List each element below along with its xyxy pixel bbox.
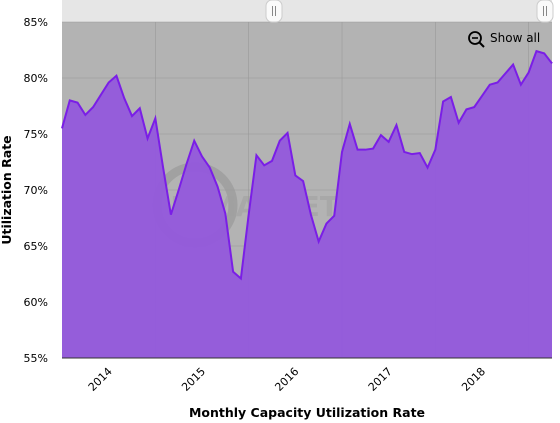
x-tick-label: 2017 (366, 365, 395, 394)
x-tick-label: 2016 (272, 365, 301, 394)
line (61, 49, 553, 281)
y-tick-label: 75% (24, 128, 48, 141)
y-tick-label: 60% (24, 296, 48, 309)
area (62, 51, 552, 359)
x-tick-label: 2014 (86, 365, 115, 394)
x-tick-label: 2015 (179, 365, 208, 394)
x-axis-title: Monthly Capacity Utilization Rate (189, 405, 425, 420)
show-all-button[interactable]: Show all (468, 31, 540, 48)
y-tick-label: 70% (24, 184, 48, 197)
y-tick-label: 55% (24, 352, 48, 365)
y-axis-title: Utilization Rate (0, 135, 14, 244)
nav-handle (536, 0, 554, 23)
navigator (62, 0, 552, 22)
y-tick-label: 65% (24, 240, 48, 253)
x-tick-label: 2018 (459, 365, 488, 394)
zoom-icon-handle (478, 41, 485, 48)
y-tick-label: 85% (24, 16, 48, 29)
nav-handle (265, 0, 283, 23)
zoom-icon (468, 31, 482, 45)
show-all-label[interactable]: Show all (490, 31, 540, 45)
y-tick-label: 80% (24, 72, 48, 85)
